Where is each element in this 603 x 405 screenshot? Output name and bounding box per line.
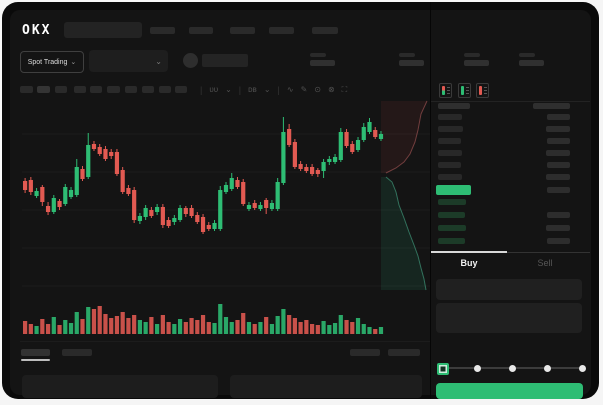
ask-row-price	[438, 150, 462, 156]
interval-button-9[interactable]	[159, 86, 171, 93]
chevron-down-icon[interactable]: ⌄	[263, 85, 271, 94]
order-book-panel: Buy Sell	[431, 77, 590, 399]
bid-row-price	[438, 225, 466, 231]
ask-row-price	[438, 174, 462, 180]
bid-row-price	[438, 238, 465, 244]
fullscreen-icon[interactable]: ⛶	[341, 84, 348, 94]
camera-icon[interactable]: ⊙	[314, 85, 321, 94]
bid-row-price	[438, 212, 465, 218]
indicator-icon[interactable]: ᴅʙ	[248, 85, 257, 94]
orderbook-header-left	[438, 103, 470, 109]
chevron-down-icon: ⌄	[70, 59, 77, 66]
chevron-down-icon[interactable]: ⌄	[225, 85, 232, 94]
orderbook-combined-view-icon[interactable]	[439, 83, 452, 98]
market-type-label: Spot Trading	[27, 58, 68, 66]
interval-button-7[interactable]	[125, 86, 137, 93]
divider	[20, 341, 430, 342]
divider	[507, 252, 590, 253]
ask-row-size	[547, 114, 570, 120]
market-type-dropdown[interactable]: Spot Trading ⌄	[20, 51, 84, 73]
pair-selector[interactable]: ⌄	[89, 50, 168, 72]
interval-button-6[interactable]	[107, 86, 120, 93]
interval-button-3[interactable]	[55, 86, 67, 93]
buy-tab-underline	[431, 251, 507, 253]
settings-icon[interactable]: ⊗	[327, 85, 335, 94]
orderbook-asks-view-icon[interactable]	[476, 83, 489, 98]
slider-handle[interactable]	[437, 363, 449, 375]
interval-button-4[interactable]	[74, 86, 86, 93]
interval-button-10[interactable]	[175, 86, 187, 93]
app-window: OKX Spot Trading ⌄ ⌄ | ᴜᴜ ⌄ | ᴅʙ ⌄ | ∿ ✎…	[2, 2, 599, 399]
stat-value-1	[310, 60, 335, 66]
divider	[431, 101, 590, 102]
orders-action-1[interactable]	[350, 349, 380, 356]
orders-panel-left	[22, 375, 218, 398]
divider	[430, 2, 431, 399]
orderbook-bids-view-icon[interactable]	[458, 83, 471, 98]
last-price-bar	[436, 185, 471, 195]
tab-sell[interactable]: Sell	[537, 258, 553, 268]
nav-item-3[interactable]	[230, 27, 255, 34]
orders-action-2[interactable]	[388, 349, 420, 356]
ask-row-size	[547, 138, 570, 144]
ask-row-size	[547, 162, 570, 168]
interval-button-1[interactable]	[20, 86, 33, 93]
bid-row-size	[546, 225, 570, 231]
bid-row-size	[547, 187, 570, 193]
candle-type-icon[interactable]: ᴜᴜ	[209, 85, 219, 94]
search-input[interactable]	[64, 22, 142, 38]
bid-row-price	[438, 199, 466, 205]
draw-tool-icon[interactable]: ✎	[300, 85, 308, 94]
tab-buy[interactable]: Buy	[460, 258, 478, 268]
slider-stop[interactable]	[543, 364, 551, 372]
slider-stop[interactable]	[578, 364, 586, 372]
price-input[interactable]	[436, 279, 582, 300]
interval-button-5[interactable]	[90, 86, 102, 93]
orders-tab-underline	[21, 359, 50, 361]
stat-label-4	[519, 53, 535, 57]
amount-slider[interactable]	[437, 363, 586, 375]
wave-tool-icon[interactable]: ∿	[286, 85, 294, 94]
orders-tab-active[interactable]	[21, 349, 50, 356]
slider-stop[interactable]	[473, 364, 481, 372]
nav-item-2[interactable]	[189, 27, 213, 34]
stat-label-2	[399, 53, 415, 57]
stat-value-4	[519, 60, 544, 66]
interval-button-2-active[interactable]	[37, 86, 50, 93]
orders-panel-right	[230, 375, 422, 398]
interval-button-8[interactable]	[142, 86, 154, 93]
okx-logo[interactable]: OKX	[22, 23, 52, 38]
ask-row-size	[546, 150, 570, 156]
coin-icon	[183, 53, 198, 68]
orders-tab-2[interactable]	[62, 349, 92, 356]
bid-row-size	[547, 238, 570, 244]
ask-row-price	[438, 126, 463, 132]
chevron-down-icon: ⌄	[155, 56, 162, 66]
stat-value-2	[399, 60, 424, 66]
ask-row-size	[546, 126, 570, 132]
toolbar-divider: |	[238, 84, 242, 95]
slider-stop[interactable]	[508, 364, 516, 372]
ask-row-price	[438, 114, 462, 120]
toolbar-divider: |	[200, 84, 203, 95]
nav-item-1[interactable]	[150, 27, 175, 34]
ask-row-price	[438, 162, 461, 168]
amount-input[interactable]	[436, 303, 582, 333]
stat-label-1	[310, 53, 326, 57]
stat-label-3	[464, 53, 480, 57]
nav-item-4[interactable]	[269, 27, 294, 34]
bid-row-size	[547, 212, 570, 218]
ask-row-size	[546, 174, 570, 180]
buy-submit-button[interactable]	[436, 383, 583, 399]
orderbook-header-right	[533, 103, 570, 109]
toolbar-divider: |	[277, 84, 280, 95]
pair-price-placeholder	[202, 54, 248, 67]
ask-row-price	[438, 138, 461, 144]
nav-item-5[interactable]	[312, 27, 338, 34]
stat-value-3	[464, 60, 489, 66]
